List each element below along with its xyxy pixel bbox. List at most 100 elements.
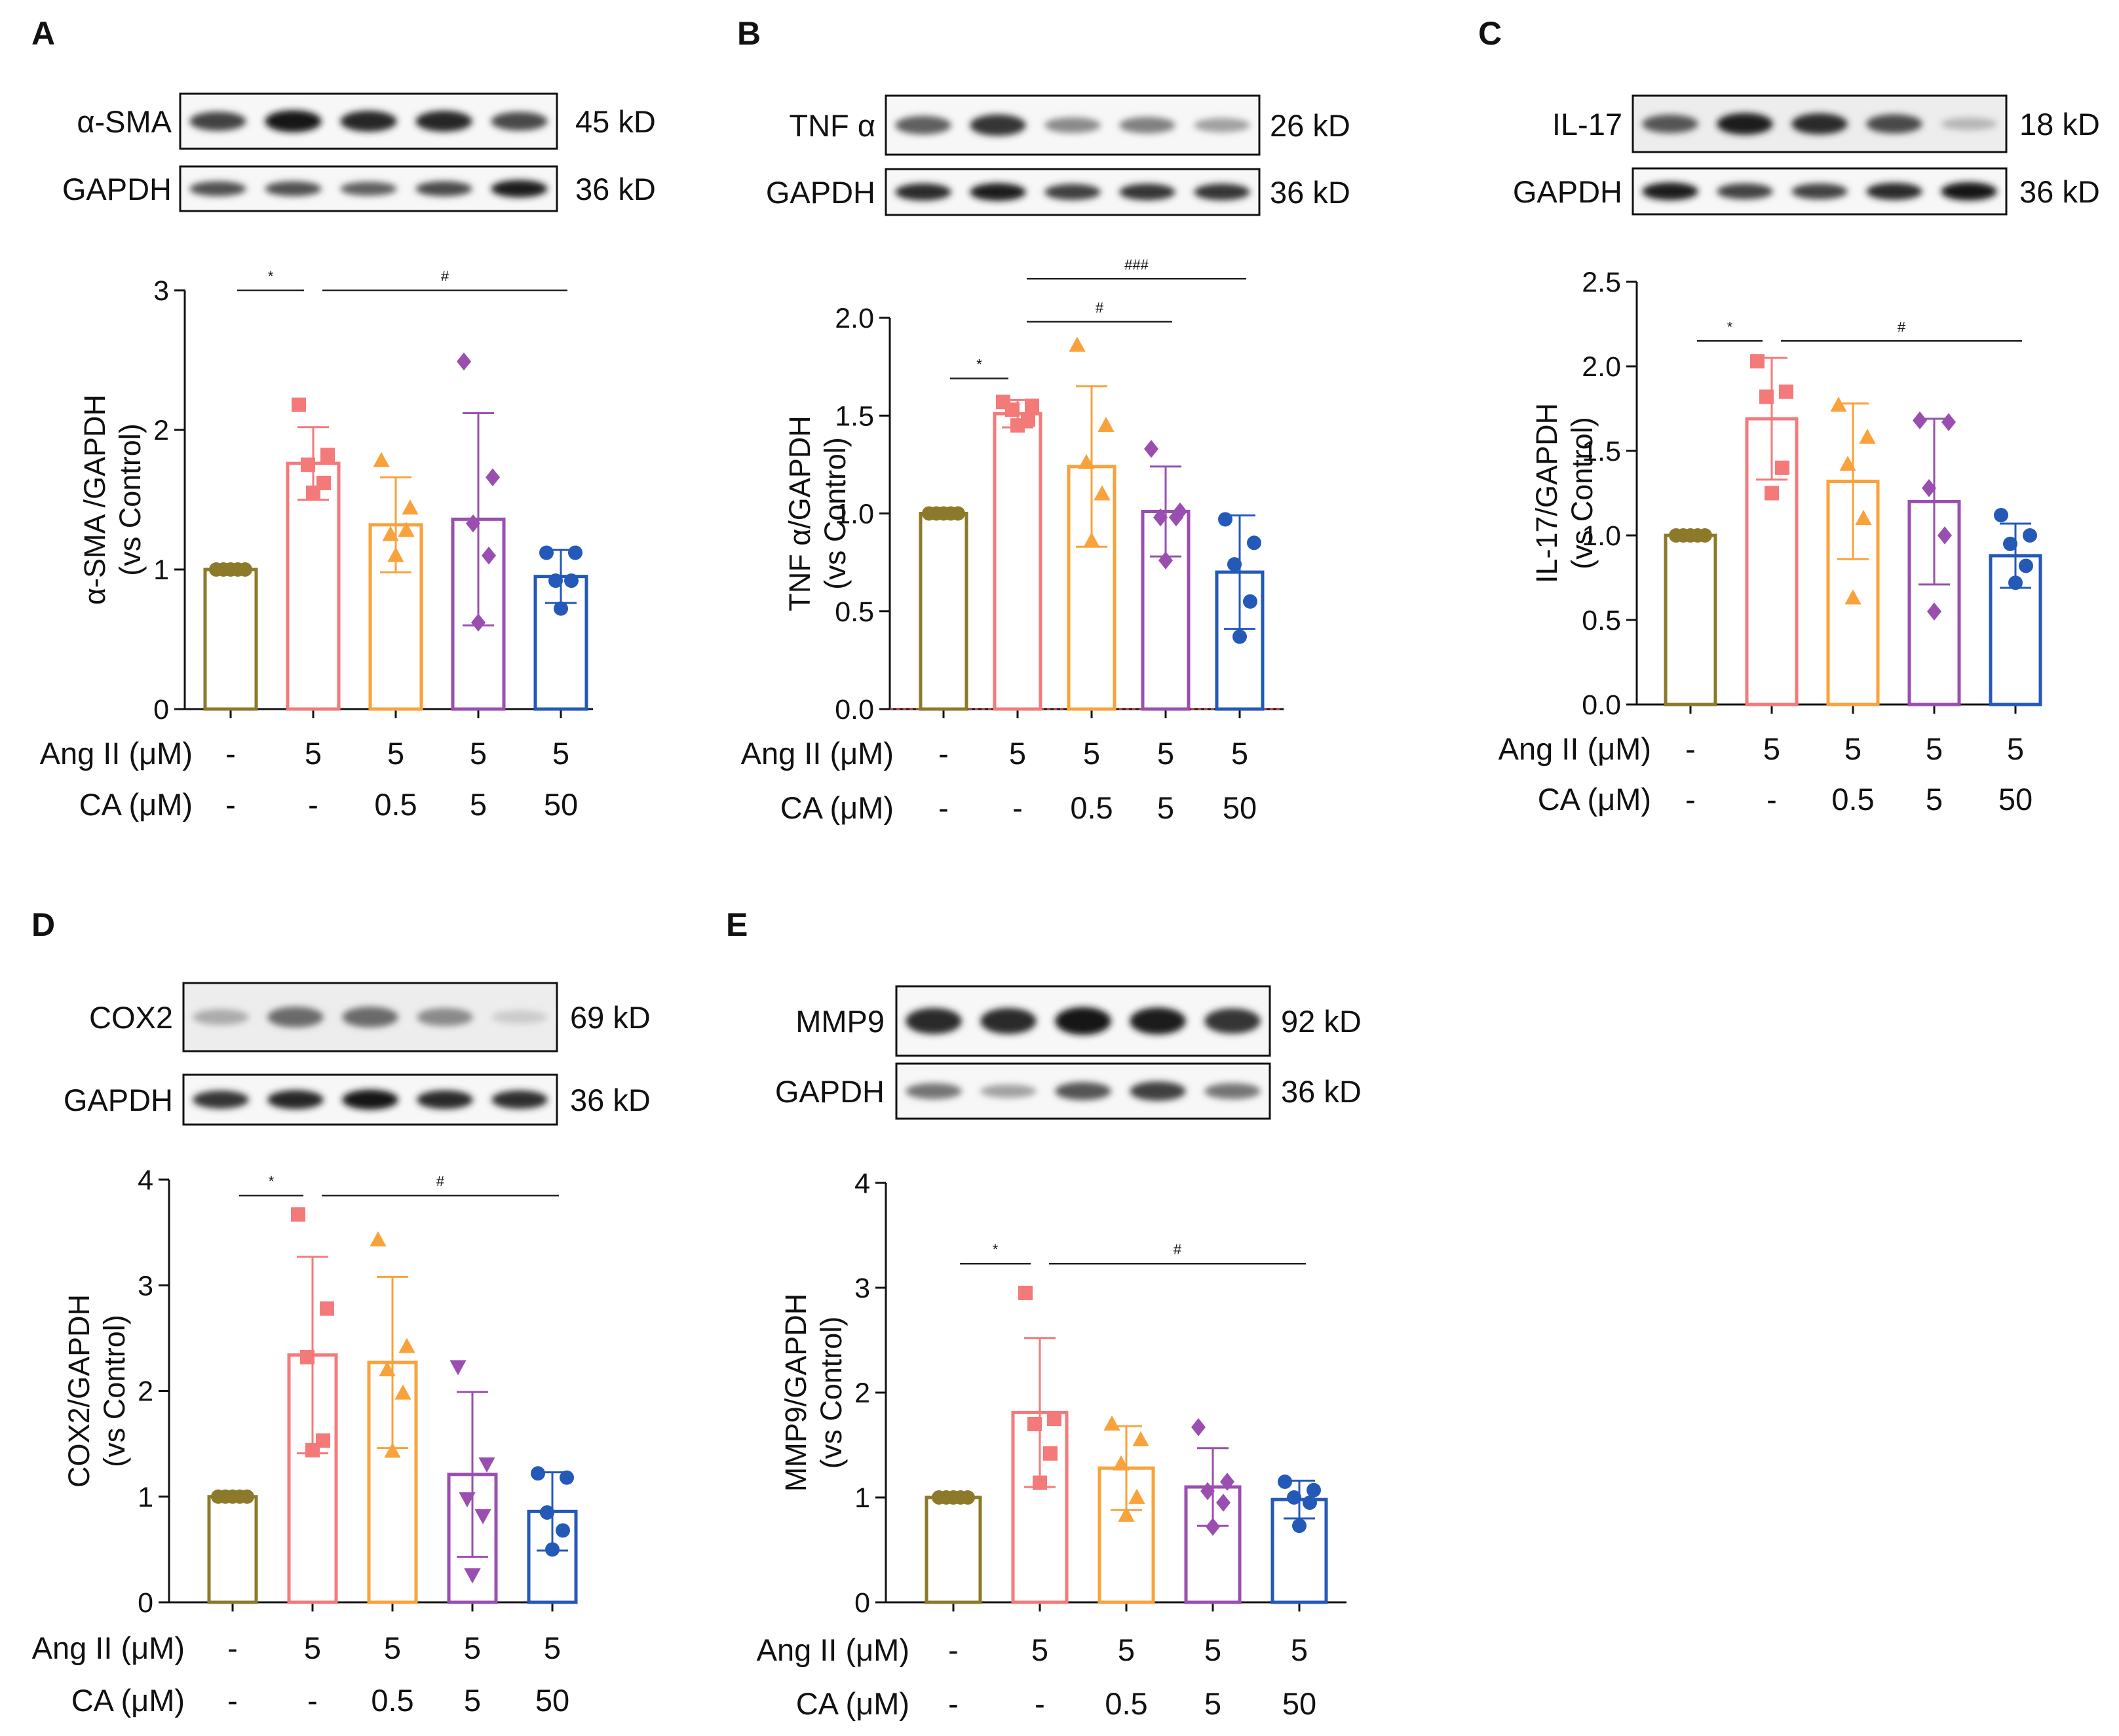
blot-reference: GAPDH 36 kD [62,165,656,212]
panel-letter: E [726,906,748,943]
blot-kd-label: 92 kD [1281,1004,1362,1039]
data-point [545,1542,560,1557]
ang-ii-value: 5 [387,736,404,771]
ca-value: 0.5 [1831,782,1874,817]
blot-label: MMP9 [795,1004,885,1039]
y-axis-label-line: MMP9/GAPDH [779,1294,812,1492]
blot-band [1130,1007,1186,1035]
y-tick-label: 1.0 [835,499,874,530]
ang-ii-row-label: Ang II (μM) [32,1630,185,1665]
y-tick-label: 1 [854,1482,870,1514]
ang-ii-value: - [948,1632,959,1667]
ang-ii-value: 5 [1926,731,1943,766]
panel-letter: D [31,906,55,943]
ca-value: 5 [1204,1686,1221,1721]
data-point [1144,440,1158,458]
significance-bracket: # [1049,1241,1306,1265]
significance-bracket: * [1697,318,1763,342]
blot-label: GAPDH [1513,174,1622,209]
data-point [1287,1490,1301,1505]
significance-label: # [1898,318,1906,335]
bar-group [451,352,506,711]
ca-value: - [948,1686,959,1721]
blot-label: COX2 [89,1000,173,1035]
data-point [471,613,486,632]
y-tick-label: 2 [138,1376,153,1408]
y-tick-label: 4 [138,1165,153,1196]
bar-group [527,1466,578,1604]
data-point [2008,575,2023,590]
data-point [1247,535,1261,550]
ca-row-label: CA (μM) [1538,782,1651,817]
ca-value: 0.5 [1105,1686,1147,1721]
blot-band [342,1007,398,1028]
data-point [1839,455,1856,471]
blot-band [1130,1081,1186,1101]
blot-band [189,111,246,131]
data-point [1859,429,1876,444]
bar [919,512,968,711]
data-point [1169,508,1183,527]
blot-band [1044,183,1101,201]
bar [993,412,1042,711]
data-point [482,546,496,565]
blot-band [417,1090,473,1109]
ca-value: - [308,787,318,822]
ca-value: - [1766,782,1777,817]
ang-ii-value: 5 [1157,736,1174,771]
data-point [1227,557,1242,572]
data-point [1083,532,1100,548]
bar-group [286,397,341,711]
blot-band [980,1084,1037,1098]
significance-label: * [269,1173,275,1189]
blot-band [417,1008,473,1026]
data-point [1098,416,1115,433]
bar-chart: 0 1 2 3 4 COX2/GAPDH(vs Control) * # [62,1165,578,1619]
blot-band [491,1090,548,1109]
data-point [1913,411,1927,430]
data-point [478,1457,495,1473]
ang-ii-value: 5 [304,1630,321,1665]
blot-band [267,1090,324,1109]
blot-band [1791,113,1848,135]
blot-label: IL-17 [1552,107,1622,142]
blot-band [491,111,548,131]
ang-ii-value: 5 [470,736,487,771]
data-point [1759,389,1774,404]
panel-letter: C [1478,15,1502,52]
data-point [2023,528,2037,543]
blot-band [415,181,472,197]
panel-a: Aα-SMA 45 kD GAPDH 36 kD 0 1 2 3 α-SMA /GAPDH(vs… [31,15,656,822]
data-point [1844,589,1861,605]
y-axis-label-line: α-SMA /GAPDH [78,395,111,605]
blot-band [1866,182,1922,201]
data-point [1855,510,1872,526]
blot-band [1791,183,1848,200]
data-point [300,1349,315,1364]
blot-band [1055,1082,1111,1100]
data-point [1941,413,1956,431]
data-point [560,1470,574,1485]
data-point [1927,602,1941,621]
bar-group [207,1489,258,1604]
ang-ii-row-label: Ang II (μM) [757,1632,909,1667]
y-tick-label: 2 [153,415,169,446]
data-point [568,545,582,560]
data-point [1830,396,1847,412]
panel-letter: A [31,15,55,52]
bar-group [533,545,588,711]
data-point [1779,384,1793,399]
bar-group [1067,336,1117,711]
y-axis-label-line: (vs Control) [98,1315,131,1467]
ang-ii-row-label: Ang II (μM) [741,736,894,771]
significance-label: ### [1124,256,1149,273]
data-point [1775,460,1789,475]
blot-band [1642,114,1698,134]
data-point [464,1568,481,1584]
ang-ii-value: 5 [2007,731,2024,766]
significance-bracket: # [1027,299,1172,323]
blot-band [970,114,1026,136]
ca-value: - [227,1683,238,1718]
bar-group [287,1207,338,1604]
